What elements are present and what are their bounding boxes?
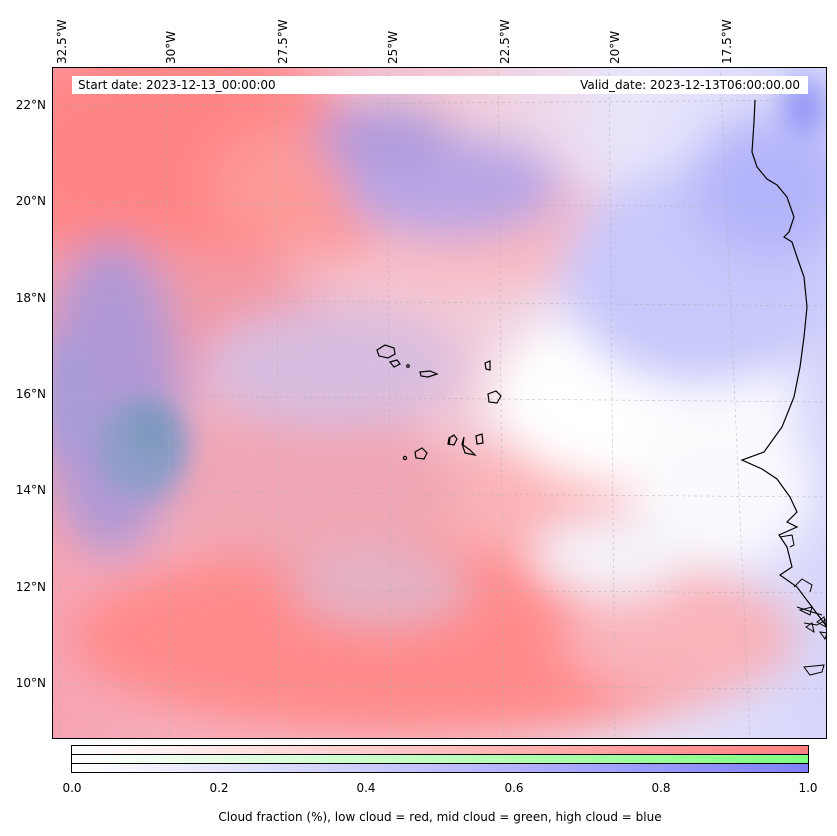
lon-label-17-5w: 17.5°W: [720, 19, 734, 64]
lon-label-27-5w: 27.5°W: [276, 19, 290, 64]
colorbar-tick-4: 0.8: [651, 781, 671, 795]
start-date-text: Start date: 2023-12-13_00:00:00: [78, 78, 276, 92]
colorbar-tick-1: 0.2: [209, 781, 229, 795]
colorbar: [71, 745, 809, 773]
colorbar-tick-0: 0.0: [62, 781, 82, 795]
cloud-field: [52, 67, 827, 737]
lat-label-18n: 18°N: [15, 291, 46, 305]
colorbar-tick-2: 0.4: [356, 781, 376, 795]
cloud-fraction-map: [52, 67, 827, 739]
date-banner: Start date: 2023-12-13_00:00:00 Valid_da…: [72, 76, 808, 94]
lat-label-14n: 14°N: [15, 483, 46, 497]
gridlines: [52, 67, 827, 739]
africa-coastline: [740, 99, 827, 628]
lat-label-16n: 16°N: [15, 387, 46, 401]
lon-label-30w: 30°W: [164, 30, 178, 64]
lon-label-25w: 25°W: [386, 30, 400, 64]
africa-coast-detail: [779, 534, 827, 676]
lat-label-22n: 22°N: [15, 98, 46, 112]
lon-label-32-5w: 32.5°W: [55, 19, 69, 64]
colorbar-label: Cloud fraction (%), low cloud = red, mid…: [218, 810, 662, 824]
valid-date-text: Valid_date: 2023-12-13T06:00:00.00: [580, 78, 800, 92]
lon-label-20w: 20°W: [608, 30, 622, 64]
lon-label-22-5w: 22.5°W: [498, 19, 512, 64]
lat-label-12n: 12°N: [15, 580, 46, 594]
cape-verde-islands: [376, 344, 502, 461]
colorbar-tick-3: 0.6: [504, 781, 524, 795]
colorbar-high-cloud: [71, 763, 809, 773]
colorbar-mid-cloud: [71, 754, 809, 764]
colorbar-tick-5: 1.0: [798, 781, 818, 795]
bissagos-islands: [798, 606, 827, 641]
colorbar-low-cloud: [71, 745, 809, 755]
lat-label-10n: 10°N: [15, 676, 46, 690]
lat-label-20n: 20°N: [15, 194, 46, 208]
